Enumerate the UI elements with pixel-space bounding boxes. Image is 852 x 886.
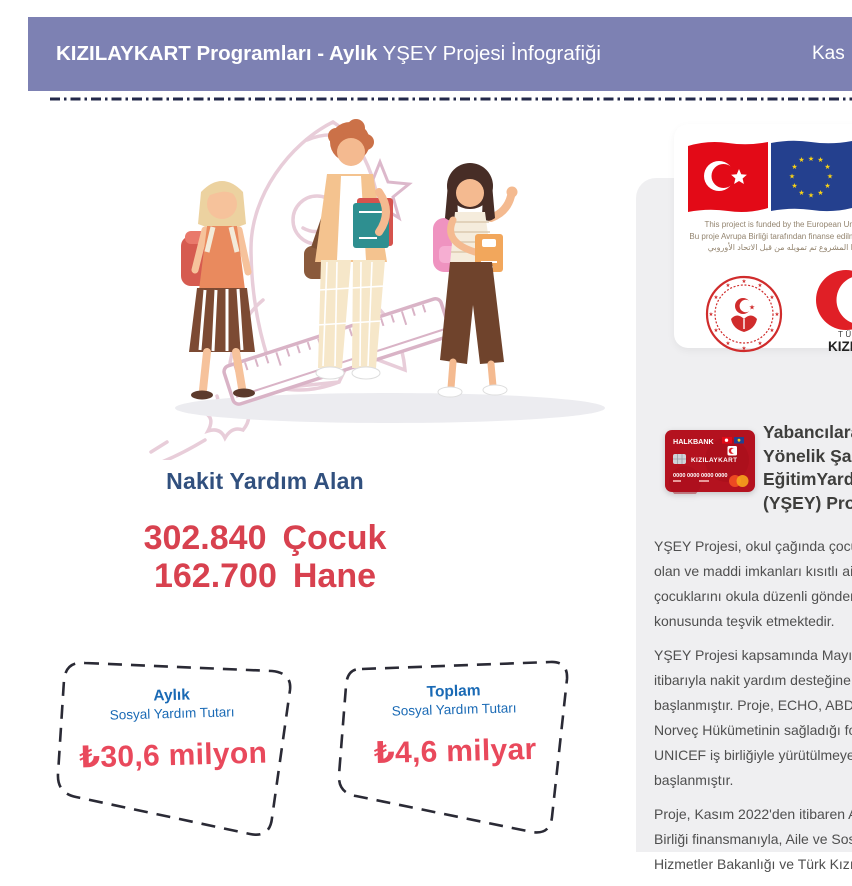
child-girl-right: [433, 163, 518, 397]
stat-row-children: 302.840 Çocuk: [95, 519, 435, 557]
svg-text:★: ★: [791, 163, 797, 171]
svg-text:★: ★: [824, 182, 830, 190]
svg-text:★: ★: [714, 328, 719, 334]
eu-flag-icon: ★★★ ★★★ ★★★ ★★★: [771, 141, 852, 211]
page-title-regular: YŞEY Projesi İnfografiği: [377, 42, 601, 65]
svg-text:★: ★: [775, 312, 780, 318]
text-line: Birliği finansmanıyla, Aile ve Sosyal: [654, 827, 852, 852]
kizilay-text-bottom: KIZILAY: [828, 339, 852, 354]
paragraph-3: Proje, Kasım 2022'den itibaren Avrupa Bi…: [654, 802, 852, 877]
monthly-amount-box: Aylık Sosyal Yardım Tutarı ₺30,6 milyon: [69, 683, 276, 775]
funding-line-tr: Bu proje Avrupa Birliği tarafından finan…: [682, 231, 852, 243]
text-line: Norveç Hükümetinin sağladığı fonlarla: [654, 718, 852, 743]
ministry-seal-icon: ★ ★ ★ ★ ★ ★ ★ ★ ★ ★ ★ ★ ★: [704, 274, 784, 354]
text-line: başlanmıştır.: [654, 768, 852, 793]
svg-text:★: ★: [742, 346, 747, 352]
bank-name: HALKBANK: [673, 437, 715, 446]
svg-text:★: ★: [824, 163, 830, 171]
text-line: olan ve maddi imkanları kısıtlı aileleri…: [654, 559, 852, 584]
page-title-bold: KIZILAYKART Programları - Aylık: [56, 42, 377, 65]
text-line: UNICEF iş birliğiyle yürütülmeye: [654, 743, 852, 768]
text-line: Hizmetler Bakanlığı ve Türk Kızılay: [654, 852, 852, 877]
svg-text:★: ★: [758, 283, 763, 289]
paragraph-2: YŞEY Projesi kapsamında Mayıs 2017 itiba…: [654, 643, 852, 793]
kizilaykart-bank-card: HALKBANK KIZILAYKART 0000 0000 0000 0000: [665, 430, 755, 494]
box-amount: ₺4,6 milyar: [352, 731, 558, 771]
svg-text:★: ★: [817, 156, 823, 164]
project-title-line: EğitimYardımı: [763, 468, 852, 492]
svg-text:★: ★: [808, 155, 814, 163]
text-line: çocuklarını okula düzenli göndermeleri: [654, 584, 852, 609]
text-line: itibarıyla nakit yardım desteğine: [654, 668, 852, 693]
svg-text:★: ★: [817, 189, 823, 197]
infographic-page: { "header": { "title_bold": "KIZILAYKART…: [0, 0, 852, 852]
card-brand: KIZILAYKART: [691, 457, 737, 464]
svg-text:★: ★: [709, 312, 714, 318]
project-description: YŞEY Projesi, okul çağında çocuğu olan v…: [654, 534, 852, 886]
svg-text:★: ★: [742, 279, 747, 285]
text-line: Proje, Kasım 2022'den itibaren Avrupa: [654, 802, 852, 827]
svg-text:★: ★: [808, 192, 814, 200]
header-bar: KIZILAYKART Programları - Aylık YŞEY Pro…: [28, 17, 852, 91]
header-date: Kas: [812, 17, 845, 91]
project-title: Yabancılara Yönelik Şartlı EğitimYardımı…: [763, 421, 852, 515]
kizilay-text-top: TÜRK: [838, 330, 852, 339]
project-title-line: Yabancılara: [763, 421, 852, 445]
project-title-line: Yönelik Şartlı: [763, 445, 852, 469]
svg-text:★: ★: [749, 304, 755, 312]
svg-text:★: ★: [827, 173, 833, 181]
card-number: 0000 0000 0000 0000: [673, 473, 727, 479]
page-title: KIZILAYKART Programları - Aylık YŞEY Pro…: [56, 17, 601, 91]
kizilay-logo: TÜRK KIZILAY: [804, 270, 852, 356]
funding-line-en: This project is funded by the European U…: [682, 219, 852, 231]
funding-line-ar: هذا المشروع تم تمويله من قبل الاتحاد الأ…: [682, 242, 852, 254]
stat-label: Çocuk: [282, 519, 386, 557]
text-line: başlanmıştır. Proje, ECHO, ABD ve: [654, 693, 852, 718]
text-line: konusunda teşvik etmektedir.: [654, 609, 852, 634]
stats-block: Nakit Yardım Alan 302.840 Çocuk 162.700 Ha…: [95, 468, 435, 595]
stats-rows: 302.840 Çocuk 162.700 Hane: [95, 519, 435, 595]
paragraph-1: YŞEY Projesi, okul çağında çocuğu olan v…: [654, 534, 852, 634]
svg-text:★: ★: [758, 341, 763, 347]
total-amount-box: Toplam Sosyal Yardım Tutarı ₺4,6 milyar: [351, 679, 558, 771]
svg-text:★: ★: [714, 295, 719, 301]
box-amount: ₺30,6 milyon: [70, 735, 276, 775]
svg-text:★: ★: [770, 328, 775, 334]
svg-text:★: ★: [726, 283, 731, 289]
turkish-flag-icon: [688, 142, 768, 212]
text-line: YŞEY Projesi, okul çağında çocuğu: [654, 534, 852, 559]
stat-value: 302.840: [144, 519, 267, 557]
red-crescent-icon: [816, 270, 852, 330]
svg-text:★: ★: [798, 189, 804, 197]
project-title-line: (YŞEY) Projesi: [763, 492, 852, 516]
stat-label: Hane: [293, 557, 376, 595]
mastercard-icon: [729, 475, 749, 487]
svg-text:★: ★: [726, 341, 731, 347]
stat-value: 162.700: [154, 557, 277, 595]
text-line: YŞEY Projesi kapsamında Mayıs 2017: [654, 643, 852, 668]
card-chip-icon: [673, 454, 686, 464]
flags-row: ★★★ ★★★ ★★★ ★★★: [688, 138, 852, 218]
svg-text:★: ★: [798, 156, 804, 164]
svg-text:★: ★: [791, 182, 797, 190]
stats-heading: Nakit Yardım Alan: [95, 468, 435, 495]
funding-text: This project is funded by the European U…: [682, 219, 852, 254]
stat-row-households: 162.700 Hane: [95, 557, 435, 595]
svg-text:★: ★: [789, 173, 795, 181]
children-illustration: [55, 100, 620, 460]
svg-text:★: ★: [770, 295, 775, 301]
funding-card: ★★★ ★★★ ★★★ ★★★ This project is funded b…: [674, 124, 852, 348]
